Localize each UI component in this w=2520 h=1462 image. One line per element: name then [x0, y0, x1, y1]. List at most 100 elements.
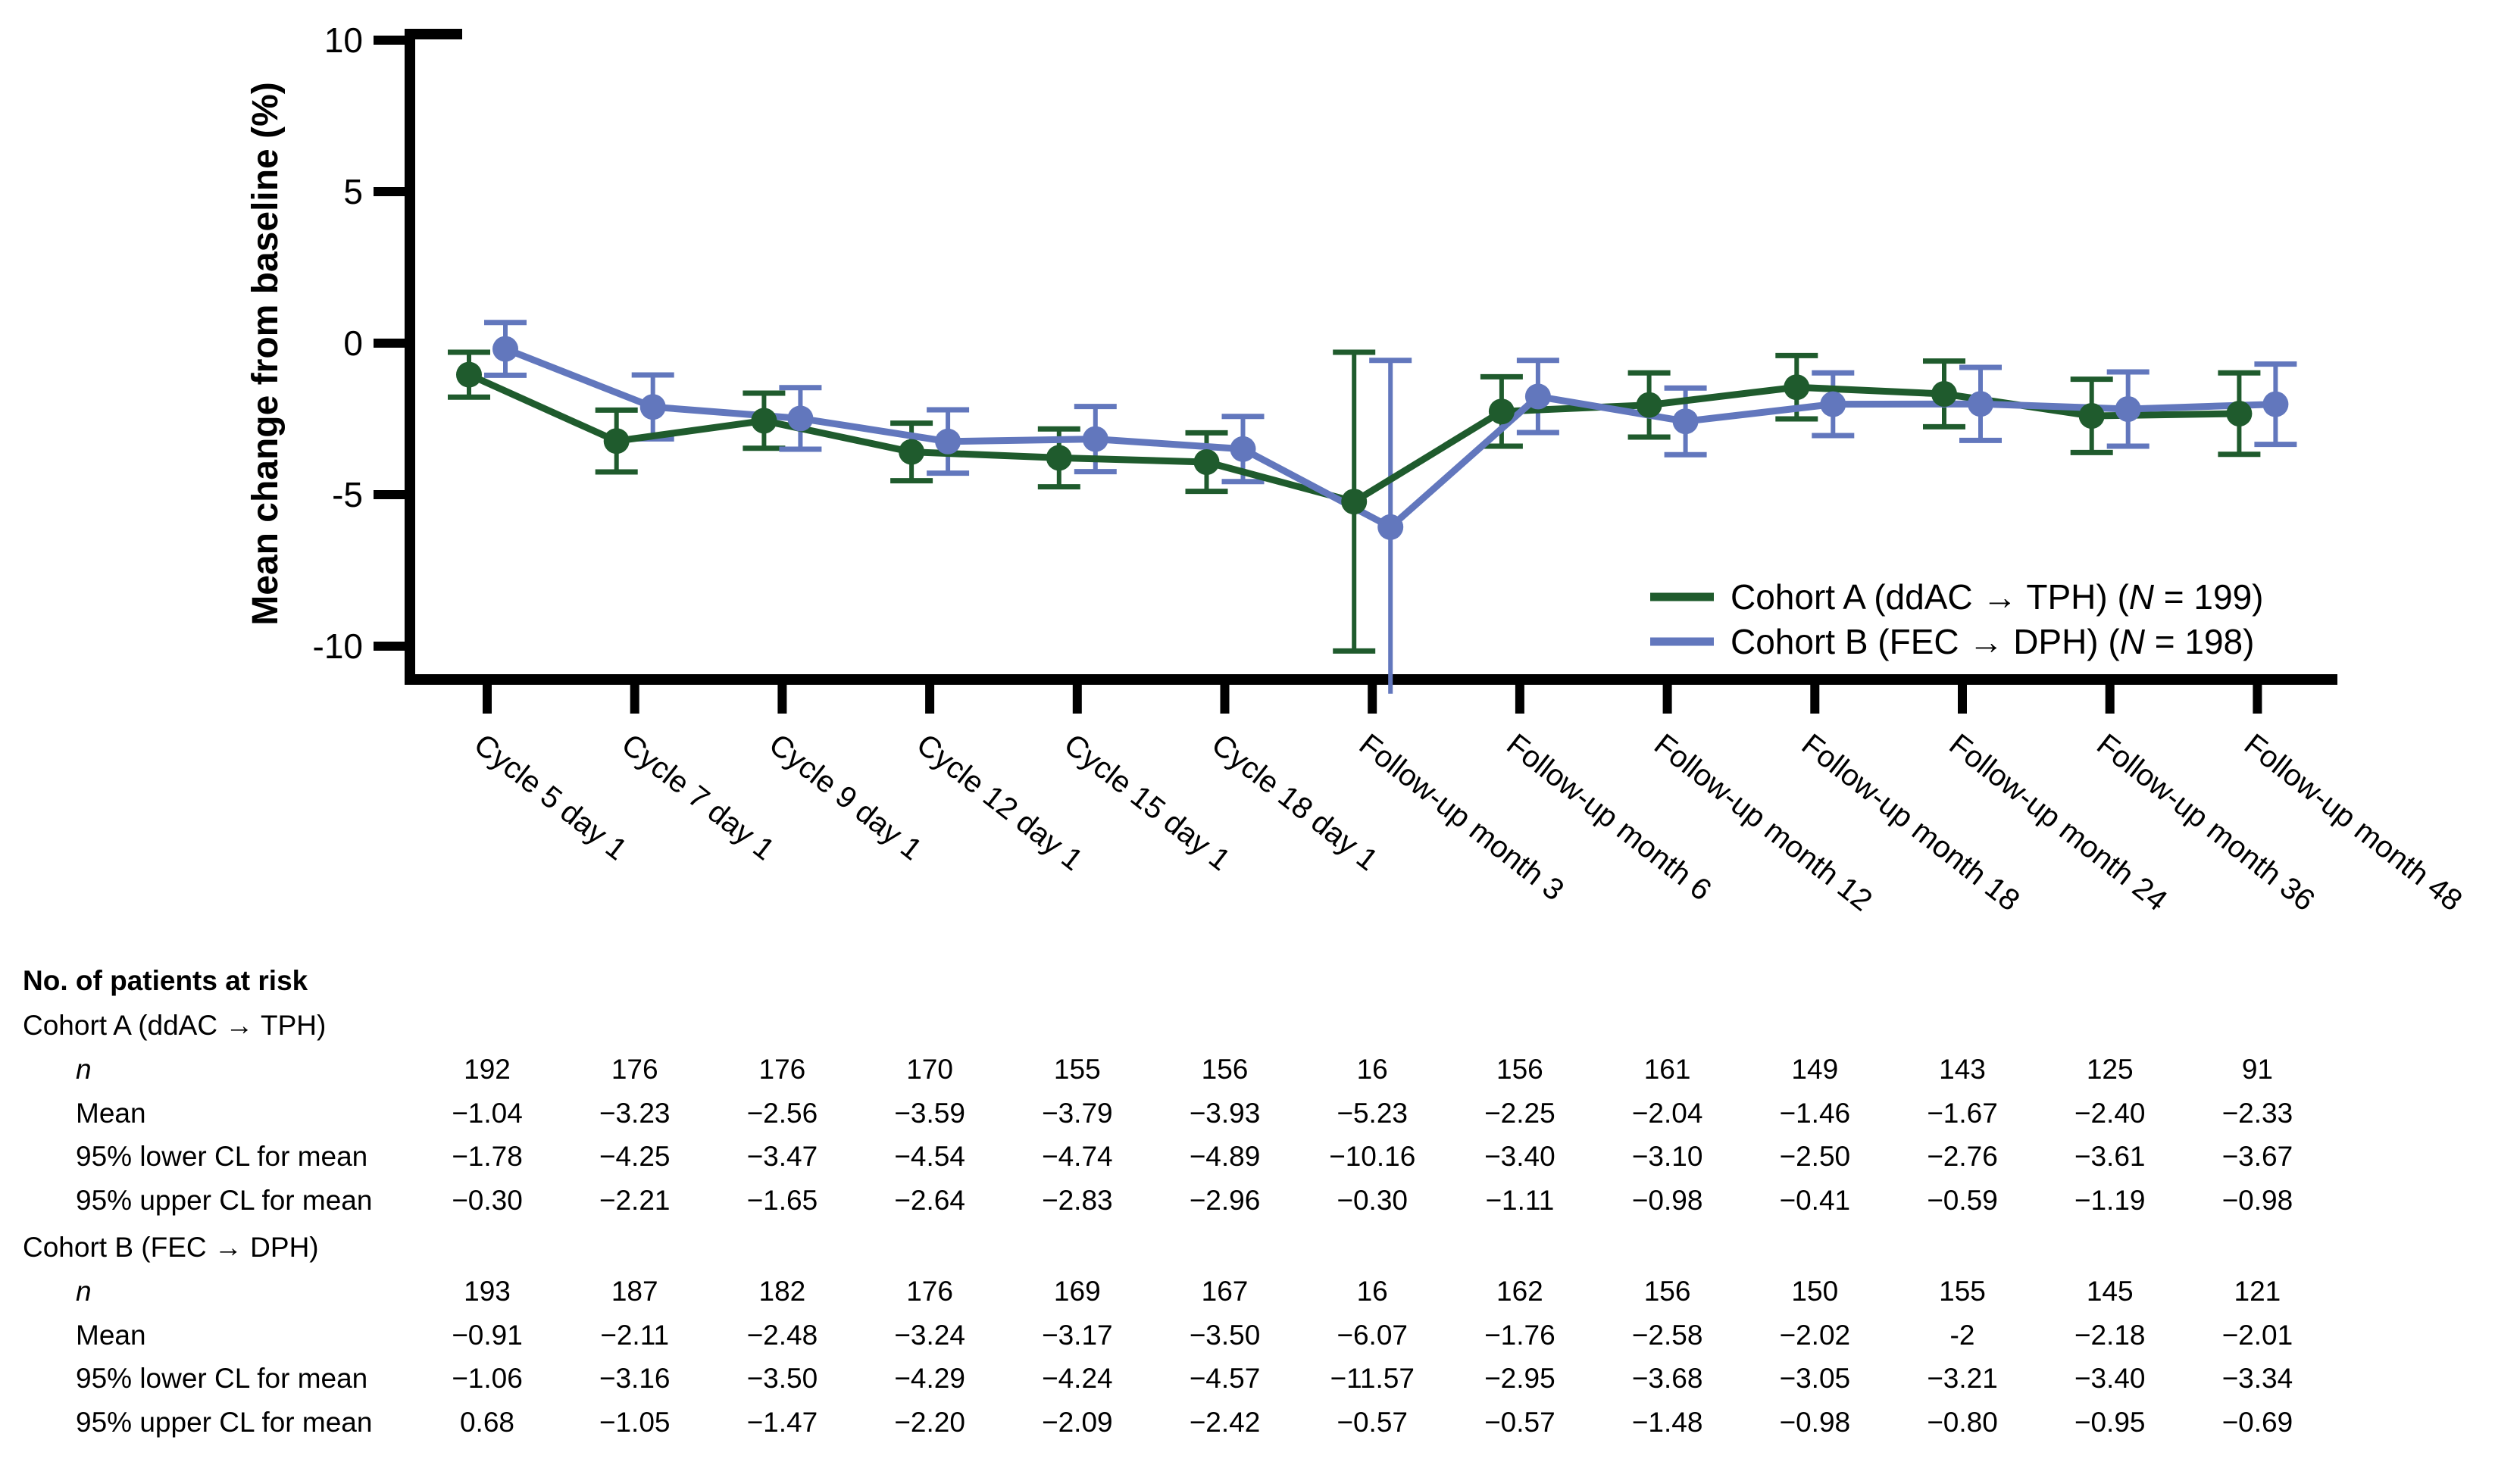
risk-table-cell: −2.48	[747, 1320, 818, 1351]
data-point	[639, 394, 666, 420]
data-point	[2226, 401, 2253, 426]
risk-table-cell: −2.42	[1190, 1407, 1261, 1438]
data-point	[1968, 391, 1993, 417]
y-tick-label: -5	[332, 475, 363, 514]
risk-table-cell: 91	[2242, 1054, 2273, 1085]
data-point	[935, 428, 961, 455]
data-point	[1082, 426, 1108, 452]
legend: Cohort A (ddAC → TPH) (N = 199) Cohort B…	[1650, 577, 2264, 661]
data-point	[1524, 383, 1551, 410]
x-tick	[1958, 685, 1967, 714]
data-point	[1820, 391, 1846, 417]
risk-table-cell: −0.30	[452, 1185, 523, 1216]
x-tick	[1220, 685, 1230, 714]
y-axis-title: Mean change from baseline (%)	[245, 82, 286, 626]
data-point	[603, 428, 630, 455]
risk-table-cell: −1.04	[452, 1098, 523, 1129]
risk-table-cell: -2	[1950, 1320, 1975, 1351]
data-point	[492, 336, 518, 362]
risk-table-cell: −0.98	[2222, 1185, 2293, 1216]
x-axis-line	[405, 674, 2337, 685]
risk-table-cell: −0.98	[1779, 1407, 1850, 1438]
risk-table-cell: −0.41	[1779, 1185, 1850, 1216]
risk-table-cell: −1.67	[1927, 1098, 1998, 1129]
y-tick	[374, 642, 410, 651]
risk-table-cell: 182	[759, 1276, 806, 1307]
risk-table-cell: −3.79	[1042, 1098, 1113, 1129]
risk-table-cell: 0.68	[460, 1407, 514, 1438]
y-tick	[374, 187, 410, 196]
data-point	[899, 439, 925, 465]
risk-table-cell: 156	[1644, 1276, 1691, 1307]
risk-table-cell: −3.40	[2074, 1363, 2146, 1394]
risk-table-cell: −2.40	[2074, 1098, 2146, 1129]
data-point	[1230, 436, 1256, 462]
data-point	[1377, 514, 1404, 540]
x-tick	[1072, 685, 1082, 714]
risk-table-cell: −2.18	[2074, 1320, 2146, 1351]
risk-table-cell: −3.40	[1484, 1141, 1555, 1172]
risk-table-cell: −1.46	[1779, 1098, 1850, 1129]
risk-table-cell: 145	[2087, 1276, 2134, 1307]
x-tick	[1515, 685, 1524, 714]
risk-table-cell: −4.54	[894, 1141, 965, 1172]
risk-table-cell: −0.69	[2222, 1407, 2293, 1438]
risk-table-cell: 161	[1644, 1054, 1691, 1085]
risk-table-cell: −10.16	[1329, 1141, 1415, 1172]
legend-label-text: Cohort B (FEC → DPH) (	[1731, 622, 2120, 661]
y-tick	[374, 36, 410, 45]
risk-table-cell: −2.02	[1779, 1320, 1850, 1351]
risk-table-cell: −4.25	[599, 1141, 671, 1172]
legend-label-cohort-b: Cohort B (FEC → DPH) (N = 198)	[1731, 622, 2254, 661]
legend-n-symbol: N	[2120, 622, 2146, 661]
x-tick	[925, 685, 935, 714]
risk-table-cell: −2.01	[2222, 1320, 2293, 1351]
risk-table-cell: −3.50	[747, 1363, 818, 1394]
risk-table-cell: −0.30	[1337, 1185, 1408, 1216]
risk-table-cell: −4.29	[894, 1363, 965, 1394]
risk-table-cell: 193	[464, 1276, 511, 1307]
data-point	[1488, 398, 1515, 425]
risk-table-cell: −3.16	[599, 1363, 671, 1394]
x-tick	[1662, 685, 1672, 714]
row-label-upper-cl: 95% upper CL for mean	[76, 1185, 372, 1216]
risk-table-cell: −0.59	[1927, 1185, 1998, 1216]
risk-table-cell: −2.56	[747, 1098, 818, 1129]
risk-table-cell: 162	[1496, 1276, 1543, 1307]
risk-table-cell: −4.89	[1190, 1141, 1261, 1172]
risk-table-cell: −3.93	[1190, 1098, 1261, 1129]
risk-table-cell: −11.57	[1330, 1363, 1414, 1394]
legend-label-text: = 199)	[2154, 577, 2264, 617]
row-label-upper-cl: 95% upper CL for mean	[76, 1407, 372, 1438]
x-tick	[2105, 685, 2115, 714]
y-axis-line	[405, 29, 415, 685]
data-point	[1931, 381, 1957, 407]
risk-table-title: No. of patients at risk	[23, 965, 308, 996]
y-axis-top-cap	[405, 29, 462, 39]
risk-table-cell: −3.67	[2222, 1141, 2293, 1172]
risk-table-cell: −2.76	[1927, 1141, 1998, 1172]
data-point	[751, 408, 777, 434]
x-tick	[1368, 685, 1377, 714]
risk-table-cell: −2.96	[1190, 1185, 1261, 1216]
y-tick-label: 5	[343, 172, 363, 211]
risk-table-cell: −3.05	[1779, 1363, 1850, 1394]
risk-table-cohort-b-label: Cohort B (FEC → DPH)	[23, 1232, 319, 1263]
risk-table-cell: −3.50	[1190, 1320, 1261, 1351]
risk-table-cell: −3.47	[747, 1141, 818, 1172]
x-tick-label: Cycle 9 day 1	[763, 727, 928, 867]
risk-table-cell: −4.74	[1042, 1141, 1113, 1172]
risk-table-cell: 156	[1202, 1054, 1249, 1085]
risk-table-cell: −2.25	[1484, 1098, 1555, 1129]
risk-table-cell: −3.17	[1042, 1320, 1113, 1351]
risk-table-cell: −1.06	[452, 1363, 523, 1394]
row-label-n: n	[76, 1276, 92, 1307]
risk-table-cell: 176	[611, 1054, 658, 1085]
risk-table-cell: −2.20	[894, 1407, 965, 1438]
risk-table-cell: −3.34	[2222, 1363, 2293, 1394]
risk-table-cell: 16	[1357, 1054, 1388, 1085]
risk-table-cell: 169	[1054, 1276, 1101, 1307]
risk-table-cell: 155	[1939, 1276, 1986, 1307]
risk-table-cell: −2.95	[1484, 1363, 1555, 1394]
risk-table-cell: 192	[464, 1054, 511, 1085]
